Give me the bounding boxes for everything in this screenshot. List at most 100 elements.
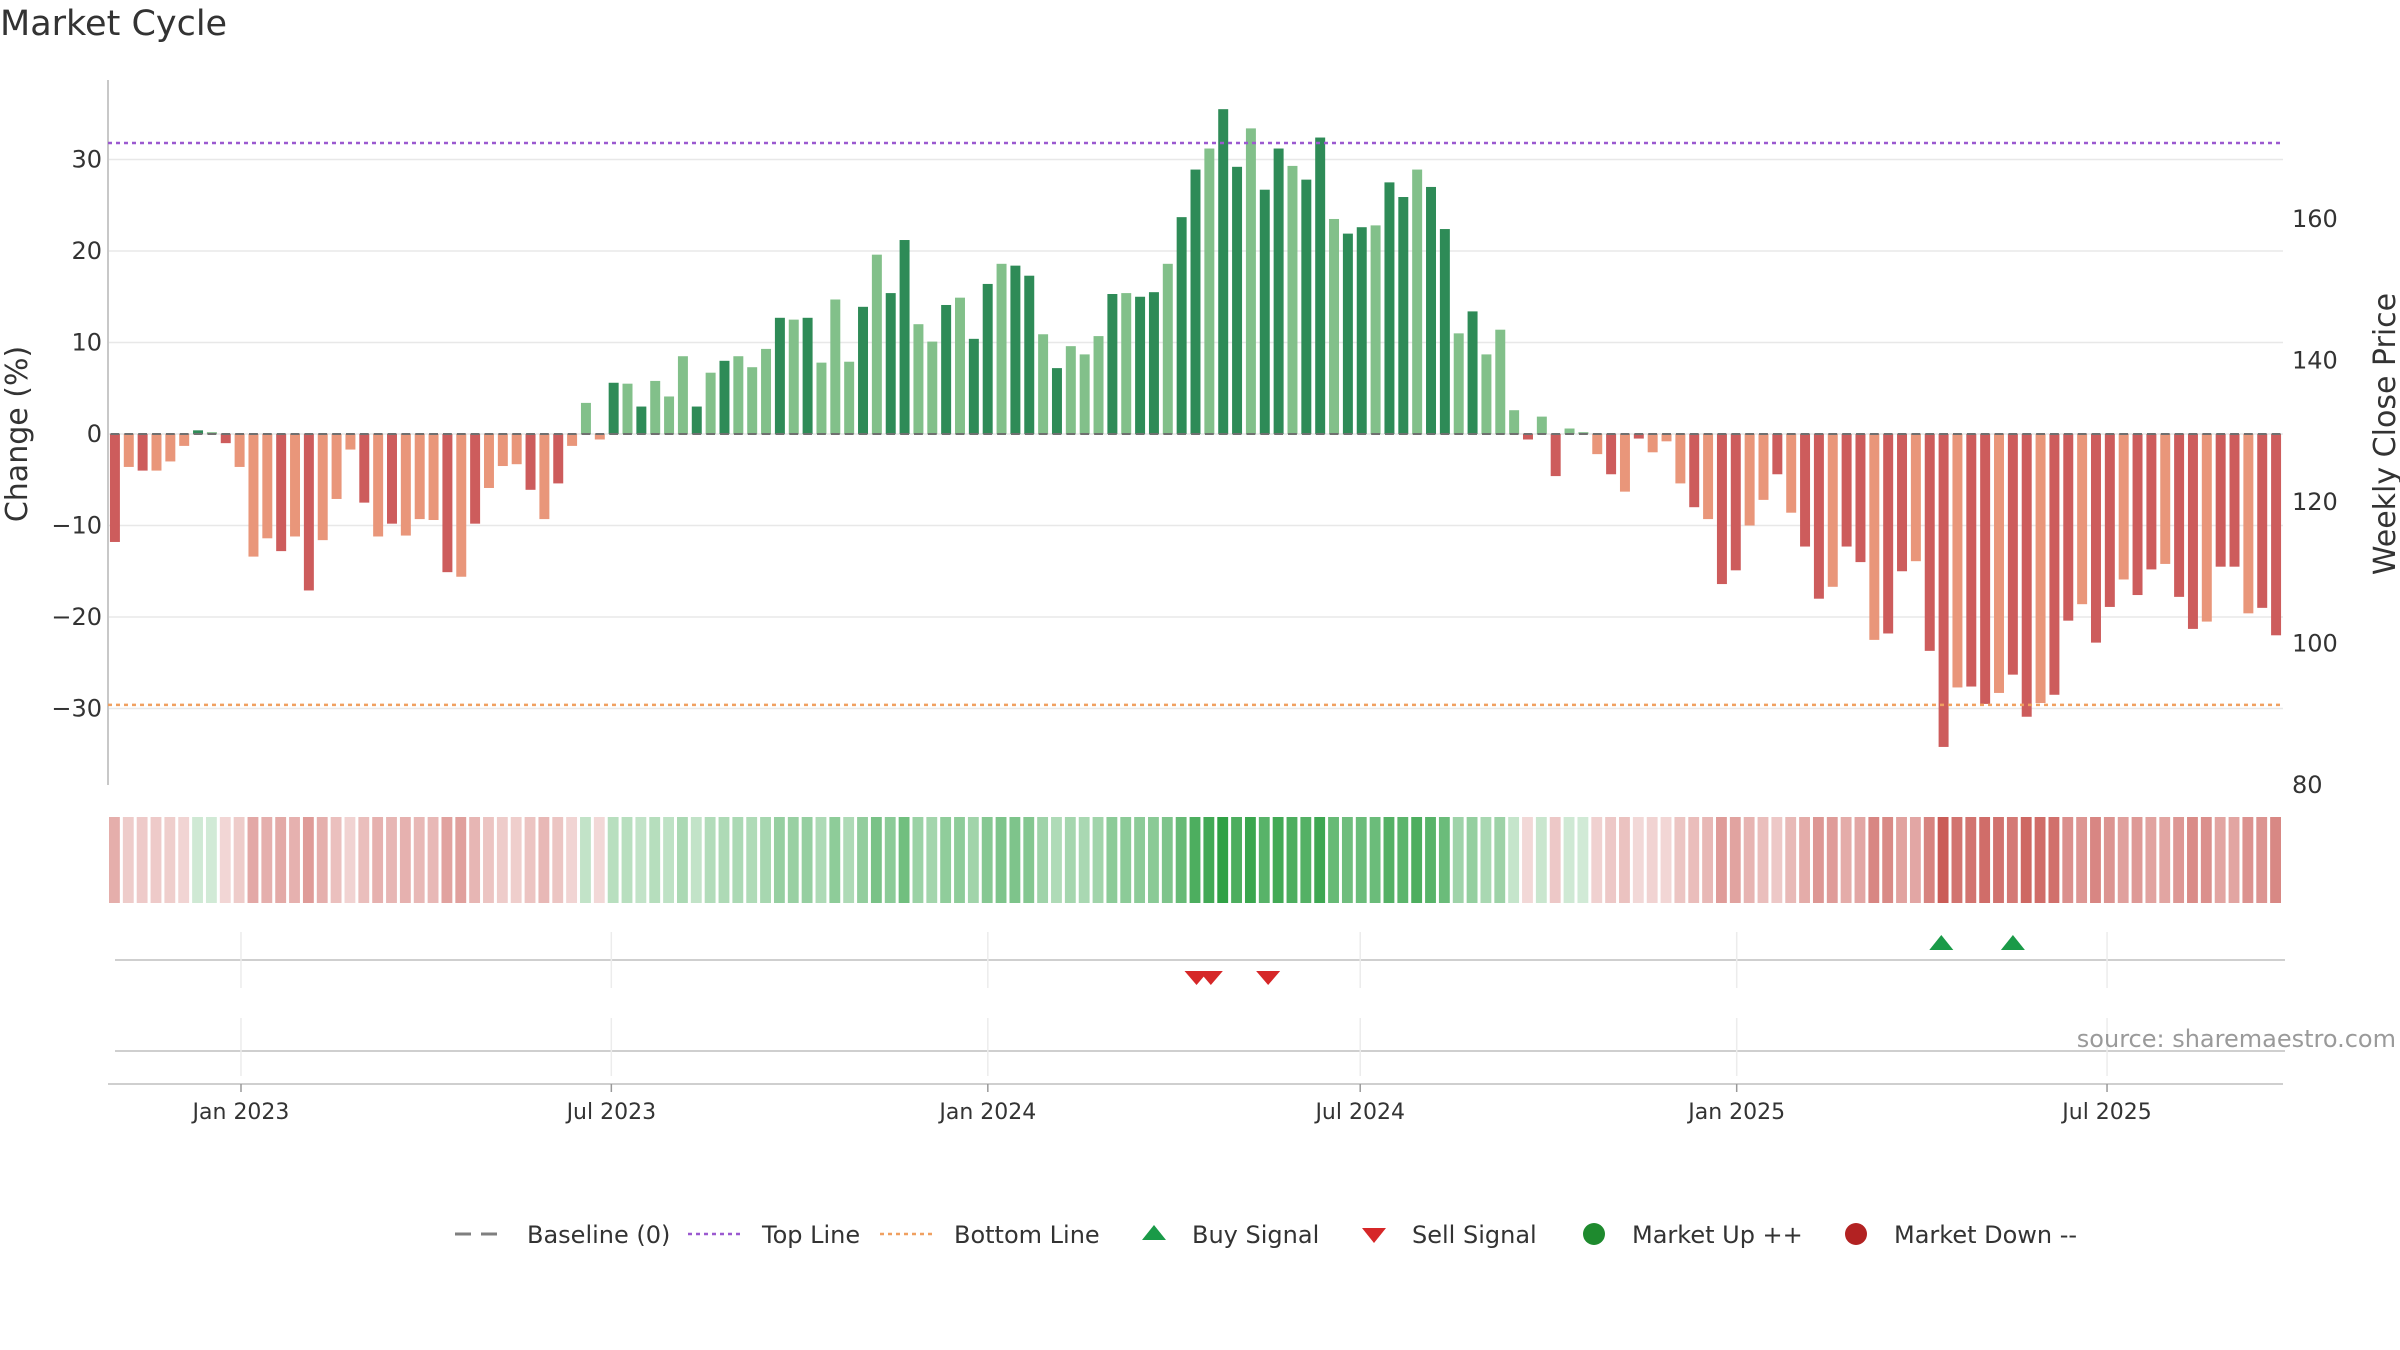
change-bar — [1315, 137, 1326, 435]
change-bar — [580, 402, 591, 434]
change-bar — [1162, 263, 1173, 434]
heat-cell — [109, 817, 120, 903]
change-bar — [802, 317, 813, 434]
change-bar — [220, 434, 231, 444]
change-bar — [996, 263, 1007, 434]
x-tick-label: Jan 2023 — [191, 1100, 290, 1125]
change-bar — [1869, 434, 1880, 640]
change-bar — [2007, 434, 2018, 675]
change-bar — [1716, 434, 1727, 585]
change-bar — [982, 283, 993, 434]
change-bar — [1121, 293, 1132, 434]
heat-cell — [870, 817, 882, 903]
heat-cell — [1854, 817, 1866, 903]
heat-cell — [1965, 817, 1977, 903]
change-bar — [2229, 434, 2240, 567]
change-bar — [387, 434, 397, 524]
heat-cell — [1868, 817, 1880, 903]
change-bar — [1495, 329, 1506, 434]
change-bar — [1079, 354, 1090, 434]
change-bar — [1218, 109, 1229, 435]
change-bar — [622, 383, 633, 434]
heat-cell — [663, 817, 674, 903]
heat-cell — [386, 817, 397, 903]
heat-cell — [1605, 817, 1617, 903]
y2-tick-label: 100 — [2292, 630, 2338, 658]
change-bar — [664, 396, 675, 434]
heat-cell — [967, 817, 979, 903]
heat-cell — [1979, 817, 1991, 903]
change-bar — [885, 293, 896, 434]
y2-axis-title: Weekly Close Price — [2368, 293, 2400, 575]
change-bar — [2215, 434, 2226, 567]
heat-cell — [898, 817, 910, 903]
change-bar — [2104, 434, 2115, 607]
heat-cell — [1923, 817, 1935, 903]
heat-cell — [1217, 817, 1229, 903]
heat-cell — [2034, 817, 2046, 903]
heat-cell — [1646, 817, 1658, 903]
change-bar — [248, 434, 259, 557]
change-bar — [1689, 434, 1700, 508]
heat-cell — [1563, 817, 1575, 903]
change-bar — [1301, 179, 1312, 434]
y2-tick-label: 80 — [2292, 771, 2323, 799]
heat-cell — [2187, 817, 2198, 903]
change-bar — [1481, 354, 1492, 434]
change-bar — [359, 434, 370, 503]
y-tick-label: −30 — [51, 695, 102, 723]
change-bar — [1467, 311, 1478, 434]
change-bar — [1827, 434, 1838, 587]
legend-top-line: Top Line — [761, 1221, 860, 1249]
y-tick-label: 30 — [71, 146, 102, 174]
heat-cell — [2020, 817, 2032, 903]
change-bar — [193, 430, 204, 434]
change-bar — [913, 324, 924, 434]
heat-cell — [1993, 817, 2004, 903]
heat-cell — [1702, 817, 1714, 903]
heat-cell — [607, 817, 619, 903]
heat-cell — [1577, 817, 1589, 903]
change-bar — [1370, 225, 1381, 434]
change-bar — [290, 434, 301, 537]
heat-cell — [1771, 817, 1783, 903]
heat-cell — [219, 817, 231, 903]
heat-cell — [1716, 817, 1727, 903]
heat-cell — [455, 817, 467, 903]
heat-cell — [1134, 817, 1146, 903]
heat-cell — [1369, 817, 1381, 903]
heat-cell — [510, 817, 522, 903]
change-bar — [428, 434, 439, 521]
change-bar — [1065, 346, 1076, 434]
change-bar — [2243, 434, 2254, 614]
change-bar — [1910, 434, 1921, 562]
change-bar — [1342, 233, 1353, 434]
change-bar — [691, 406, 702, 434]
change-bar — [109, 434, 120, 542]
change-bar — [525, 434, 536, 490]
heat-cell — [1092, 817, 1104, 903]
change-bar — [594, 434, 605, 440]
change-bar — [2049, 434, 2060, 695]
change-bar — [317, 434, 328, 541]
heat-cell — [1937, 817, 1949, 903]
change-bar — [747, 367, 758, 434]
heat-cell — [1909, 817, 1921, 903]
change-bar — [567, 434, 578, 446]
change-bar — [1010, 265, 1021, 434]
y-tick-label: −10 — [51, 512, 102, 540]
change-bar — [1606, 434, 1617, 475]
heat-cell — [843, 817, 855, 903]
change-bar — [1522, 434, 1533, 440]
heat-cell — [1591, 817, 1603, 903]
change-bar — [1439, 229, 1450, 434]
heat-cell — [1300, 817, 1312, 903]
change-bar — [2077, 434, 2088, 605]
heat-cell — [1314, 817, 1326, 903]
heat-cell — [2228, 817, 2240, 903]
change-bar — [1135, 296, 1146, 434]
heat-cell — [2117, 817, 2129, 903]
change-bar — [539, 434, 550, 520]
heat-cell — [1757, 817, 1769, 903]
change-bar — [1813, 434, 1824, 599]
